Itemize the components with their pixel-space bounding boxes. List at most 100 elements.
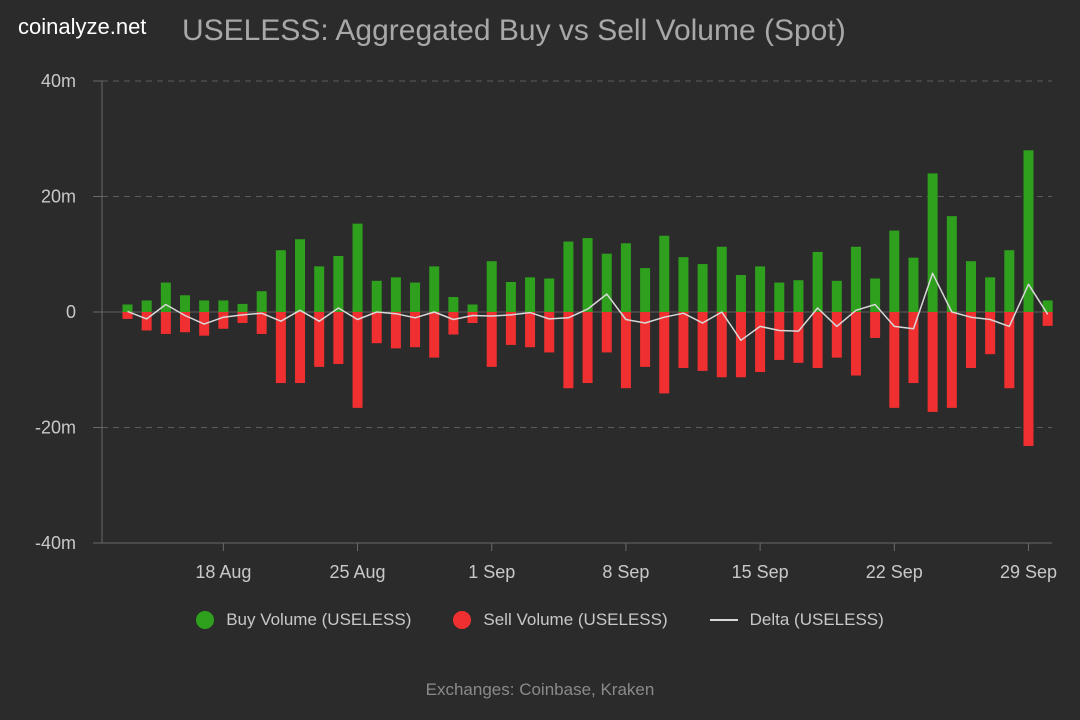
buy-bar[interactable] [275, 250, 286, 312]
sell-bar[interactable] [927, 312, 938, 412]
sell-bar[interactable] [965, 312, 976, 369]
sell-bar[interactable] [563, 312, 574, 389]
buy-bar[interactable] [429, 266, 440, 312]
buy-bar[interactable] [755, 266, 766, 312]
buy-bar[interactable] [352, 223, 363, 312]
sell-bar[interactable] [985, 312, 996, 355]
buy-bar[interactable] [295, 239, 306, 312]
buy-bar[interactable] [582, 238, 593, 312]
buy-bar[interactable] [716, 246, 727, 312]
legend-item-buy[interactable]: Buy Volume (USELESS) [196, 610, 411, 630]
buy-bar[interactable] [774, 282, 785, 312]
buy-bar[interactable] [1004, 250, 1015, 312]
sell-bar[interactable] [755, 312, 766, 373]
buy-bar[interactable] [965, 261, 976, 312]
sell-bar[interactable] [467, 312, 478, 323]
sell-bar[interactable] [448, 312, 459, 335]
buy-bar[interactable] [735, 275, 746, 312]
sell-bar[interactable] [1023, 312, 1034, 446]
sell-bar[interactable] [180, 312, 191, 333]
buy-bar[interactable] [1042, 300, 1053, 312]
buy-bar[interactable] [620, 243, 631, 312]
sell-bar[interactable] [237, 312, 248, 323]
sell-bar[interactable] [831, 312, 842, 358]
buy-bar[interactable] [946, 216, 957, 312]
sell-bar[interactable] [122, 312, 133, 319]
sell-bar[interactable] [141, 312, 152, 331]
buy-bar[interactable] [122, 304, 133, 312]
sell-bar[interactable] [601, 312, 612, 353]
buy-bar[interactable] [199, 300, 210, 312]
sell-bar[interactable] [582, 312, 593, 384]
sell-bar[interactable] [1004, 312, 1015, 389]
sell-bar[interactable] [371, 312, 382, 344]
buy-bar[interactable] [256, 291, 267, 312]
buy-bar[interactable] [908, 257, 919, 312]
sell-bar[interactable] [275, 312, 286, 384]
buy-bar[interactable] [870, 278, 881, 312]
buy-bar[interactable] [390, 277, 401, 312]
sell-bar[interactable] [295, 312, 306, 384]
buy-bar[interactable] [1023, 150, 1034, 312]
sell-bar[interactable] [889, 312, 900, 408]
sell-bar[interactable] [659, 312, 670, 394]
buy-bar[interactable] [601, 253, 612, 312]
sell-bar[interactable] [735, 312, 746, 378]
buy-bar[interactable] [371, 280, 382, 312]
buy-bar[interactable] [793, 280, 804, 312]
buy-bar[interactable] [544, 278, 555, 312]
sell-bar[interactable] [218, 312, 229, 329]
buy-bar[interactable] [640, 268, 651, 312]
sell-bar[interactable] [946, 312, 957, 408]
sell-bar[interactable] [774, 312, 785, 360]
sell-bar[interactable] [850, 312, 861, 376]
buy-bar[interactable] [563, 241, 574, 312]
buy-bar[interactable] [812, 251, 823, 312]
sell-bar[interactable] [1042, 312, 1053, 326]
buy-bar[interactable] [141, 300, 152, 312]
brand-logo[interactable]: coinalyze.net [18, 14, 147, 39]
delta-line[interactable] [127, 272, 1049, 342]
buy-bar[interactable] [505, 281, 516, 312]
sell-bar[interactable] [352, 312, 363, 408]
sell-bar[interactable] [640, 312, 651, 367]
buy-bar[interactable] [985, 277, 996, 312]
sell-bar[interactable] [314, 312, 325, 367]
sell-bar[interactable] [486, 312, 497, 367]
sell-bar[interactable] [525, 312, 536, 348]
sell-bar[interactable] [697, 312, 708, 371]
buy-bar[interactable] [927, 173, 938, 312]
sell-bar[interactable] [544, 312, 555, 353]
buy-bar[interactable] [218, 300, 229, 312]
buy-bar[interactable] [410, 282, 421, 312]
buy-bar[interactable] [525, 277, 536, 312]
buy-bar[interactable] [180, 295, 191, 312]
sell-bar[interactable] [908, 312, 919, 384]
buy-bar[interactable] [697, 264, 708, 312]
sell-bar[interactable] [256, 312, 267, 334]
sell-bar[interactable] [410, 312, 421, 348]
buy-bar[interactable] [486, 261, 497, 312]
buy-bar[interactable] [160, 282, 171, 312]
sell-bar[interactable] [793, 312, 804, 363]
sell-bar[interactable] [390, 312, 401, 349]
sell-bar[interactable] [678, 312, 689, 369]
sell-bar[interactable] [812, 312, 823, 369]
sell-bar[interactable] [429, 312, 440, 358]
sell-bar[interactable] [505, 312, 516, 345]
buy-bar[interactable] [314, 266, 325, 312]
sell-bar[interactable] [716, 312, 727, 378]
buy-bar[interactable] [850, 246, 861, 312]
sell-bar[interactable] [620, 312, 631, 389]
buy-bar[interactable] [467, 304, 478, 312]
buy-bar[interactable] [237, 303, 248, 312]
sell-bar[interactable] [160, 312, 171, 334]
buy-bar[interactable] [333, 255, 344, 312]
buy-bar[interactable] [678, 257, 689, 312]
buy-bar[interactable] [889, 230, 900, 312]
buy-bar[interactable] [659, 235, 670, 312]
legend-item-sell[interactable]: Sell Volume (USELESS) [453, 610, 668, 630]
legend-item-delta[interactable]: Delta (USELESS) [709, 610, 884, 630]
sell-bar[interactable] [333, 312, 344, 364]
buy-bar[interactable] [448, 296, 459, 312]
